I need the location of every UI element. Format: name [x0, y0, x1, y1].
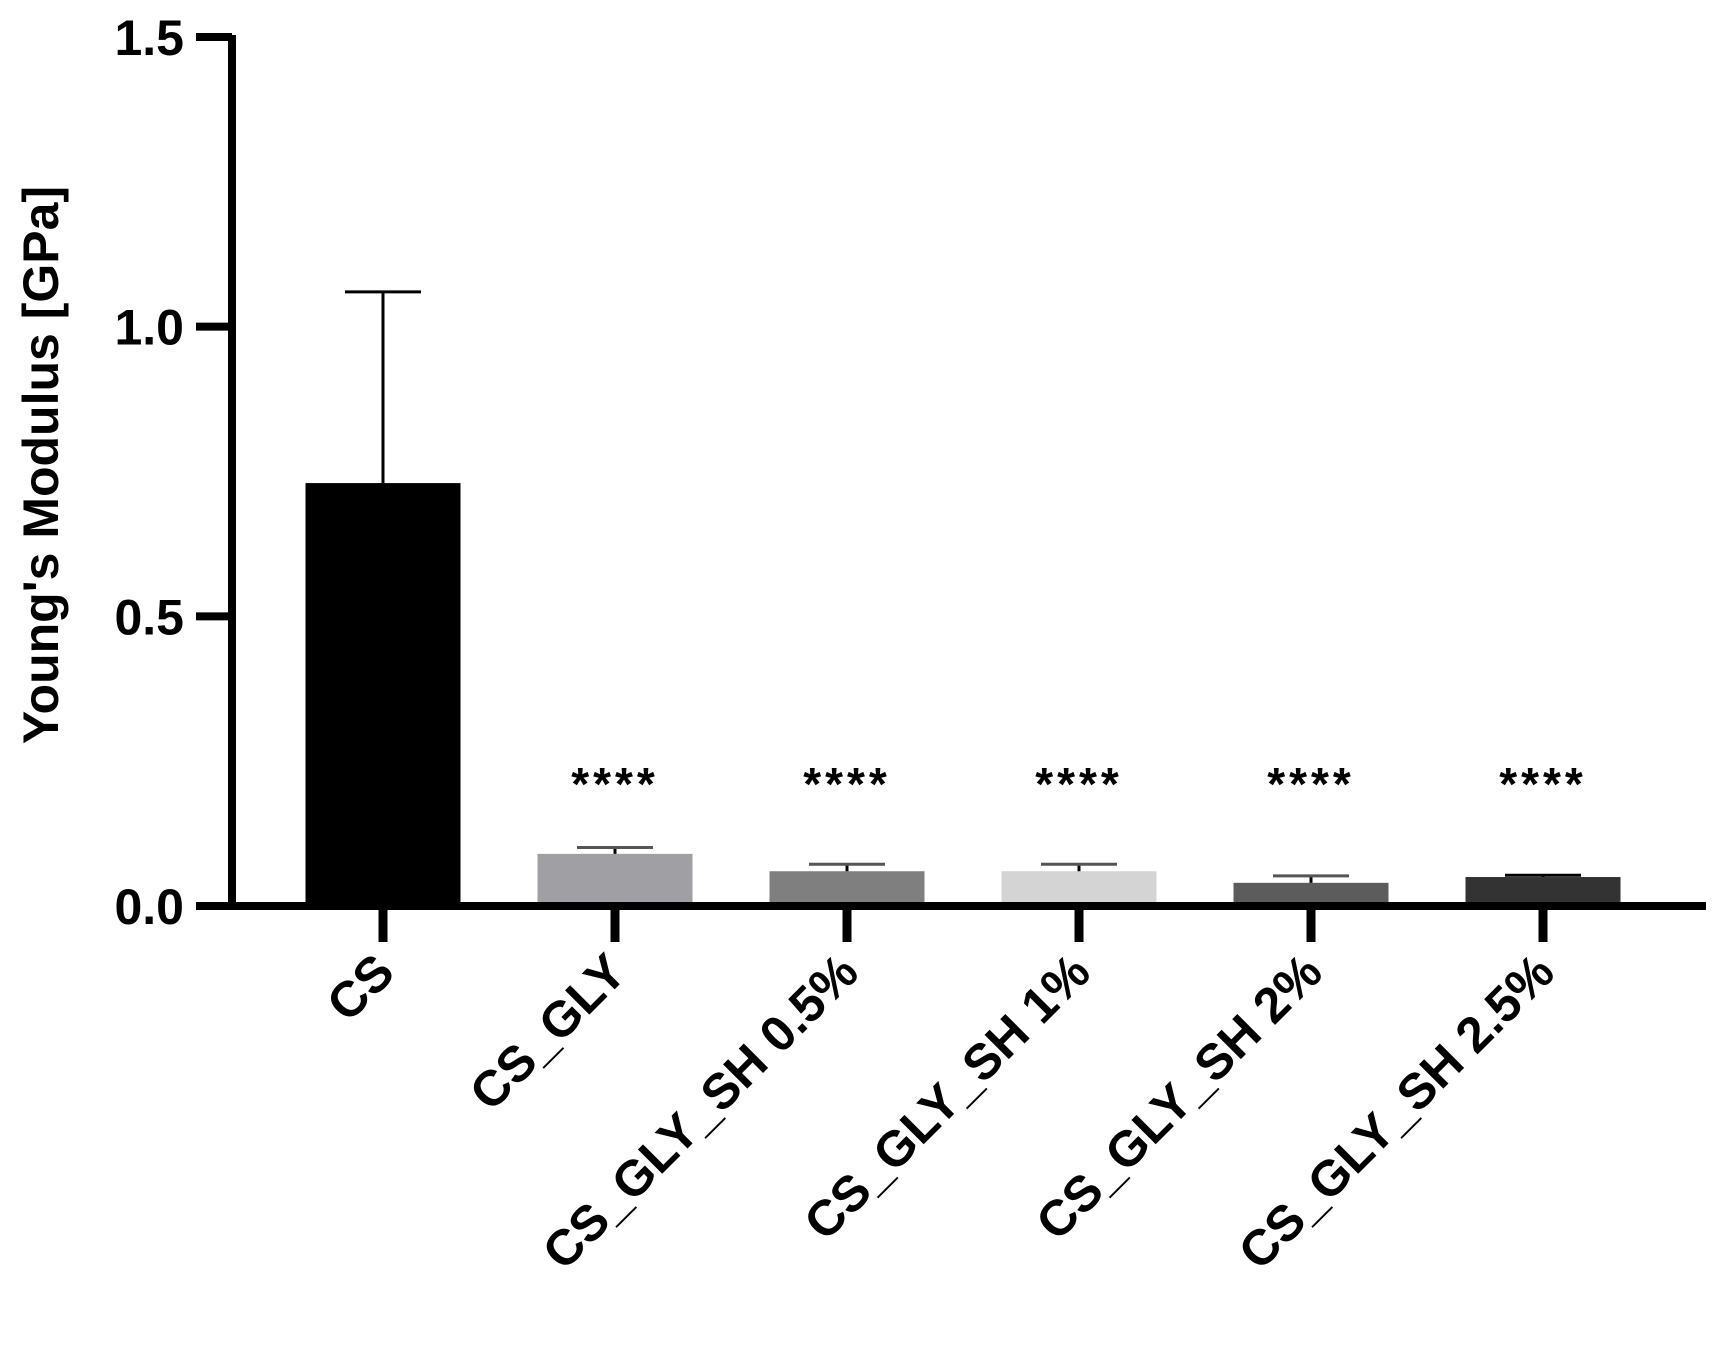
significance-label-4: ****	[1035, 758, 1123, 810]
bar-3	[769, 871, 925, 906]
y-tick-label-4: 1.5	[114, 10, 184, 66]
y-tick-label-1: 0.0	[114, 879, 184, 935]
x-tick-label-2: CS_GLY	[459, 943, 637, 1121]
significance-label-3: ****	[803, 758, 891, 810]
bar-5	[1233, 882, 1389, 906]
significance-label-2: ****	[571, 758, 659, 810]
significance-label-5: ****	[1267, 758, 1355, 810]
y-tick-label-2: 0.5	[114, 589, 184, 645]
bar-6	[1465, 877, 1621, 906]
y-axis-title-group: Young's Modulus [GPa]	[13, 186, 69, 744]
significance-label-6: ****	[1499, 758, 1587, 810]
bar-4	[1001, 871, 1157, 906]
bar-1	[305, 483, 461, 906]
y-tick-label-3: 1.0	[114, 300, 184, 356]
x-tick-label-1: CS	[316, 943, 405, 1032]
bar-2	[537, 853, 693, 906]
plot-area: CS****CS_GLY****CS_GLY_SH 0.5%****CS_GLY…	[114, 10, 1706, 1280]
y-axis-title: Young's Modulus [GPa]	[13, 186, 69, 744]
